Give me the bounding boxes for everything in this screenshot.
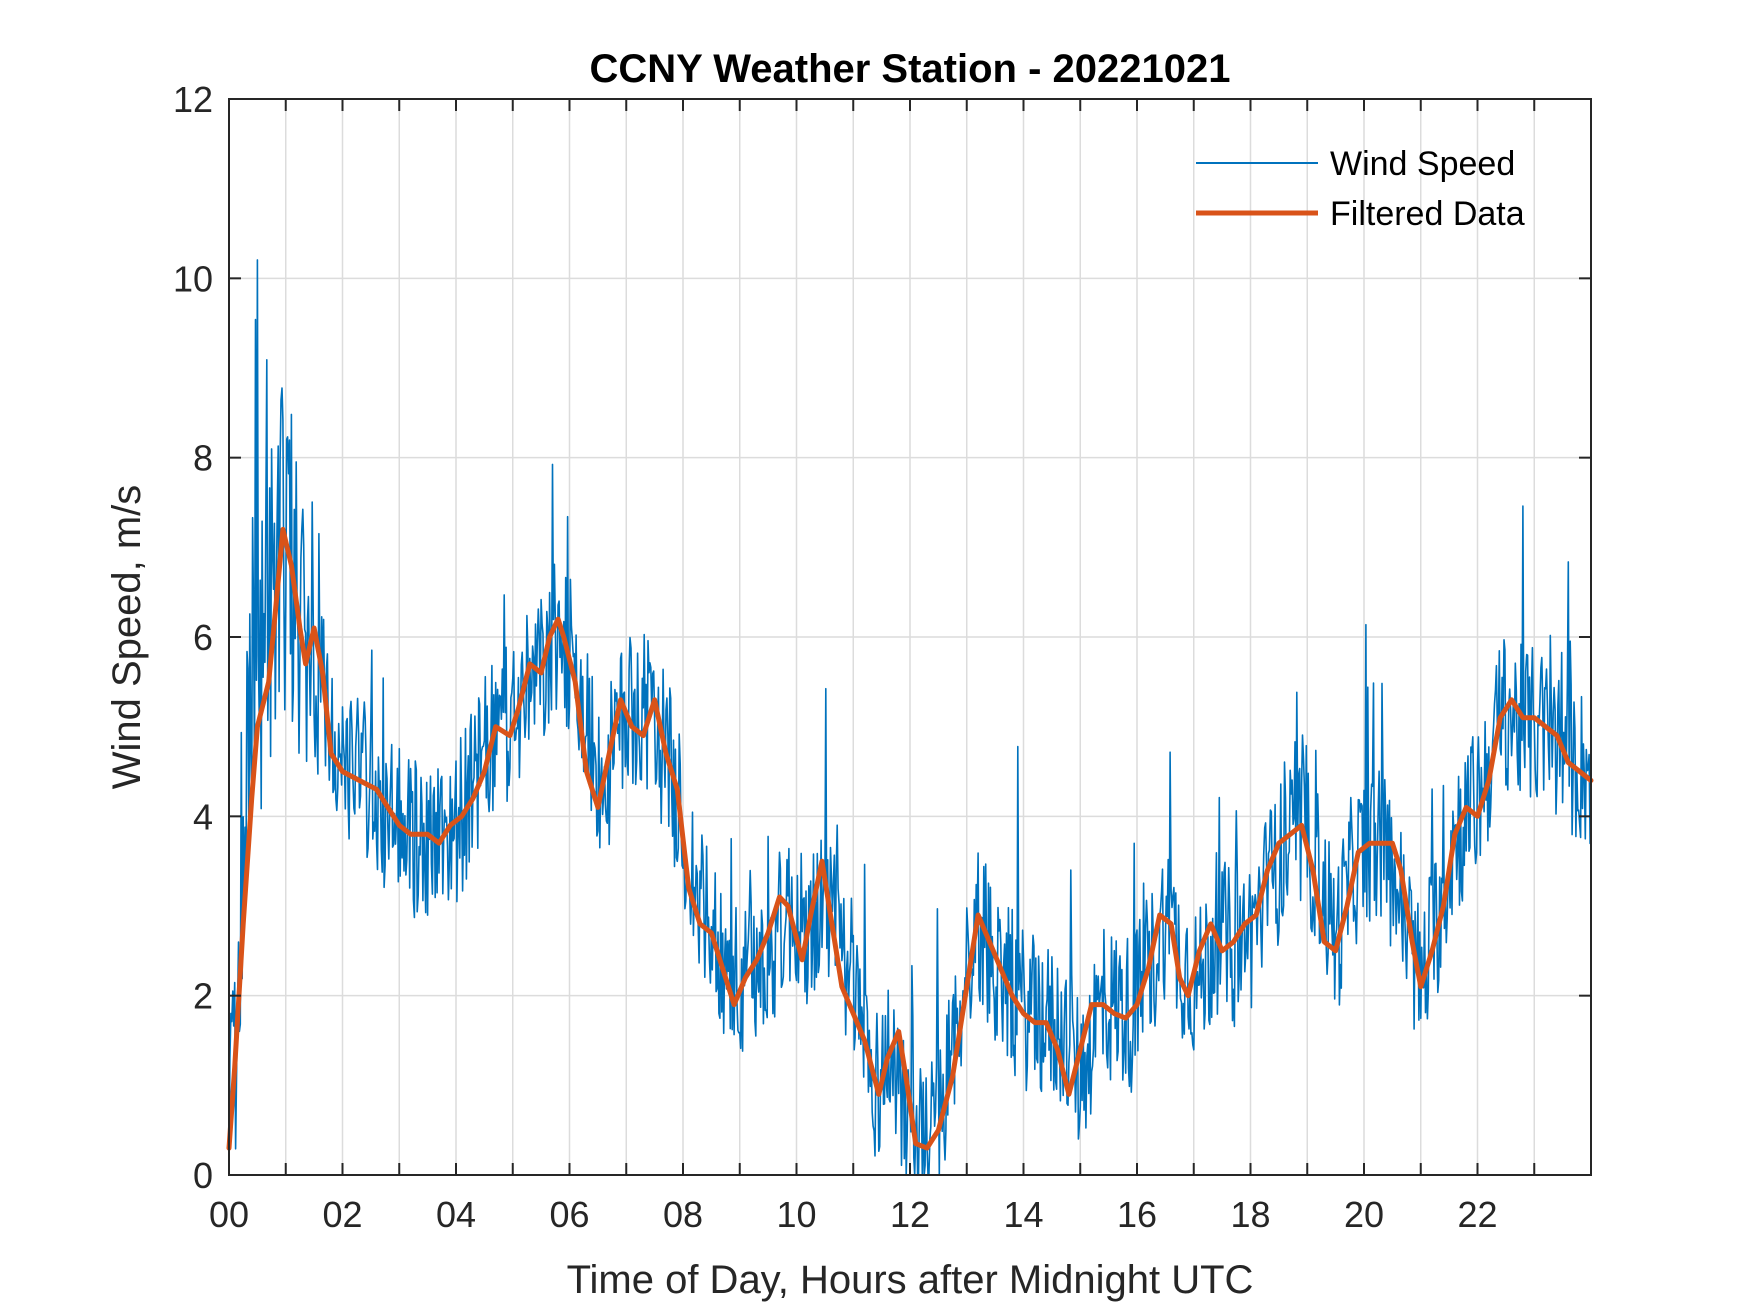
series-group [226,259,1594,1176]
series-line-filtered-data [226,526,1594,1151]
tick-marks [229,98,1591,1176]
x-tick-label: 20 [1344,1194,1384,1235]
y-tick-label: 2 [193,976,213,1017]
x-tick-label: 04 [436,1194,476,1235]
y-tick-label: 0 [193,1155,213,1196]
y-tick-label: 4 [193,796,213,837]
y-tick-label: 12 [173,79,213,120]
y-axis-label: Wind Speed, m/s [105,485,149,790]
legend: Wind Speed Filtered Data [1196,145,1525,233]
x-tick-label: 02 [322,1194,362,1235]
x-tick-label: 16 [1117,1194,1157,1235]
legend-label-wind-speed: Wind Speed [1330,145,1515,183]
y-tick-label: 6 [193,617,213,658]
x-tick-label: 08 [663,1194,703,1235]
x-tick-label: 18 [1230,1194,1270,1235]
x-tick-label: 00 [209,1194,249,1235]
x-tick-label: 22 [1457,1194,1497,1235]
x-tick-label: 10 [776,1194,816,1235]
legend-label-filtered-data: Filtered Data [1330,195,1525,233]
y-tick-label: 10 [173,258,213,299]
x-axis-label: Time of Day, Hours after Midnight UTC [567,1258,1254,1302]
y-tick-labels: 0 2 4 6 8 10 12 [173,79,213,1196]
chart-title: CCNY Weather Station - 20221021 [590,47,1231,91]
y-tick-label: 8 [193,438,213,479]
x-tick-label: 14 [1003,1194,1043,1235]
x-tick-label: 06 [549,1194,589,1235]
x-tick-labels: 00 02 04 06 08 10 12 14 16 18 20 22 [209,1194,1498,1235]
x-tick-label: 12 [890,1194,930,1235]
